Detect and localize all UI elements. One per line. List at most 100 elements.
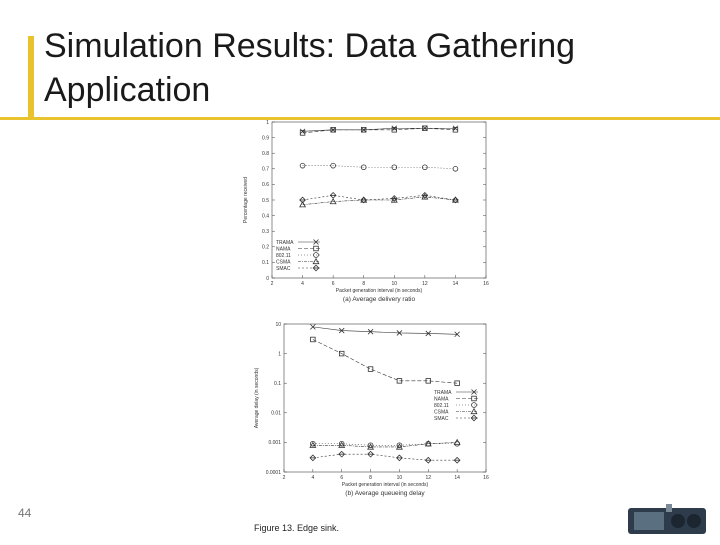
y-tick-label: 0.001: [268, 440, 281, 446]
y-tick-label: 0.1: [262, 260, 269, 266]
data-point: [396, 454, 403, 462]
data-point: [452, 196, 459, 204]
x-tick-label: 10: [392, 281, 398, 287]
legend-label: TRAMA: [434, 390, 452, 396]
legend-label: CSMA: [276, 259, 291, 265]
data-point: [390, 195, 398, 202]
data-point: [339, 350, 345, 357]
x-tick-label: 8: [369, 475, 372, 481]
legend-label: TRAMA: [276, 240, 294, 246]
data-point: [421, 191, 429, 199]
data-point: [391, 164, 398, 171]
data-point: [299, 130, 306, 136]
x-axis-label: Packet generation interval (in seconds): [342, 482, 429, 488]
y-tick-label: 0.6: [262, 182, 269, 188]
data-point: [360, 164, 367, 171]
legend-marker: [471, 402, 477, 408]
y-tick-label: 1: [278, 351, 281, 357]
series-line-smac: [302, 195, 456, 201]
legend-marker: [312, 264, 320, 272]
series-line-csma: [312, 442, 458, 448]
data-point: [330, 162, 336, 169]
chart-subtitle: (a) Average delivery ratio: [343, 296, 416, 303]
figure: 2 4 6 8 10 12 14 16 0 0.1 0.2 0.3 0.4 0.5 0.6 0.7 0.8 0.9…: [234, 118, 500, 540]
y-tick-label: 0.2: [262, 245, 269, 251]
x-tick-label: 12: [426, 475, 432, 481]
y-tick-label: 10: [275, 322, 281, 328]
x-tick-label: 14: [453, 281, 459, 287]
title-accent-bar: [28, 36, 34, 118]
x-tick-label: 14: [454, 475, 460, 481]
x-axis-label: Packet generation interval (in seconds): [336, 288, 423, 294]
x-tick-label: 2: [271, 281, 274, 287]
series-line-nama: [312, 339, 458, 384]
y-tick-label: 0.8: [262, 151, 269, 157]
series-line-trama: [312, 326, 458, 335]
y-axis-label: Average delay (in seconds): [254, 367, 260, 428]
data-point: [454, 331, 460, 338]
legend-marker: [313, 245, 319, 252]
data-point: [338, 441, 346, 448]
y-axis-label: Percentage received: [243, 177, 249, 223]
x-tick-label: 10: [397, 475, 403, 481]
data-point: [329, 197, 337, 205]
legend-marker: [313, 252, 319, 258]
legend-label: SMAC: [434, 416, 449, 422]
legend-marker: [470, 414, 478, 422]
x-tick-label: 4: [311, 475, 314, 481]
y-tick-label: 0.9: [262, 135, 269, 141]
data-point: [310, 324, 316, 330]
data-point: [395, 443, 403, 450]
legend-label: NAMA: [434, 396, 449, 402]
legend-marker: [313, 239, 319, 245]
data-point: [338, 327, 345, 334]
data-point: [360, 196, 368, 204]
y-tick-label: 0.7: [262, 167, 269, 173]
x-tick-label: 4: [301, 281, 304, 287]
slide-title: Simulation Results: Data Gathering Appli…: [44, 27, 576, 109]
data-point: [422, 125, 428, 131]
x-tick-label: 6: [340, 475, 343, 481]
x-tick-label: 12: [422, 281, 428, 287]
data-point: [361, 127, 367, 133]
x-tick-label: 2: [283, 475, 286, 481]
data-point: [310, 336, 316, 343]
data-point: [310, 440, 316, 447]
data-point: [453, 456, 461, 464]
data-point: [425, 330, 432, 337]
data-point: [396, 378, 403, 384]
legend-label: 802.11: [276, 253, 291, 259]
data-point: [309, 441, 317, 448]
data-point: [367, 366, 374, 372]
sensor-device-icon: [628, 504, 706, 534]
data-point: [299, 196, 306, 204]
legend-marker: [470, 407, 478, 415]
data-point: [299, 162, 306, 169]
data-point: [367, 328, 374, 335]
figure-caption: Figure 13. Edge sink.: [254, 523, 339, 533]
data-point: [452, 127, 459, 133]
y-tick-label: 0.3: [262, 229, 269, 235]
data-point: [329, 191, 337, 199]
series-line-80211: [312, 443, 458, 446]
series-line-80211: [302, 165, 456, 170]
data-point: [454, 380, 460, 386]
device-logo-image: [626, 500, 710, 540]
data-point: [425, 378, 431, 384]
data-point: [396, 442, 403, 449]
y-tick-label: 1: [266, 120, 269, 126]
legend-label: SMAC: [276, 266, 291, 272]
chart-subtitle: (b) Average queueing delay: [345, 490, 425, 497]
data-point: [330, 127, 336, 133]
y-tick-label: 0.1: [274, 381, 281, 387]
y-tick-label: 0: [266, 276, 269, 282]
legend-label: NAMA: [276, 246, 291, 252]
data-point: [422, 164, 428, 171]
x-tick-label: 8: [362, 281, 365, 287]
data-point: [396, 330, 403, 336]
y-tick-label: 0.5: [262, 198, 269, 204]
data-point: [367, 450, 374, 458]
legend-marker: [312, 257, 320, 265]
slide-number: 44: [18, 506, 32, 520]
y-tick-label: 0.01: [271, 411, 281, 417]
